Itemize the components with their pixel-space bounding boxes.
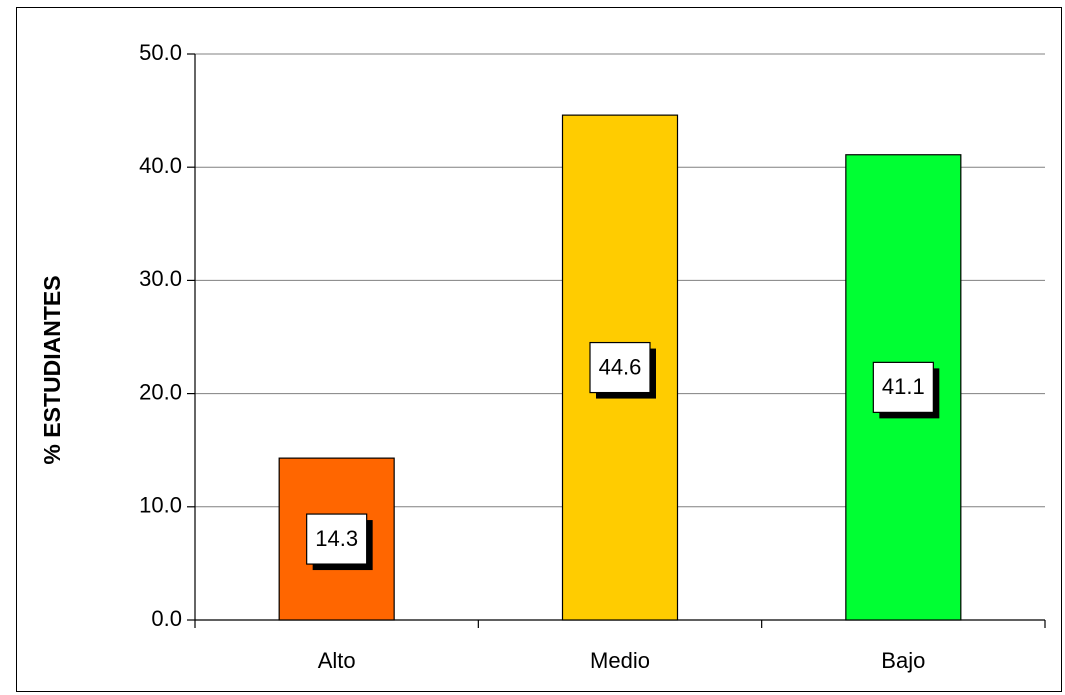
y-tick-label: 50.0 xyxy=(139,40,182,65)
y-tick-label: 40.0 xyxy=(139,153,182,178)
data-label-box xyxy=(589,341,651,394)
y-tick-label: 30.0 xyxy=(139,266,182,291)
y-tick-label: 0.0 xyxy=(151,606,182,631)
data-label: 41.1 xyxy=(882,374,925,399)
x-axis: Alto Medio Bajo xyxy=(194,619,1046,673)
data-label: 14.3 xyxy=(315,526,358,551)
x-tick-label: Bajo xyxy=(881,648,925,673)
y-tick-label: 10.0 xyxy=(139,493,182,518)
data-labels: 14.3 44.6 41.1 xyxy=(306,341,940,571)
y-axis-title: % ESTUDIANTES xyxy=(39,275,65,464)
data-label-box xyxy=(306,513,368,565)
data-label: 44.6 xyxy=(599,354,642,379)
y-tick-label: 20.0 xyxy=(139,379,182,404)
x-tick-label: Alto xyxy=(318,648,356,673)
y-axis: 0.0 10.0 20.0 30.0 40.0 50.0 xyxy=(139,40,196,631)
data-label-box xyxy=(872,361,934,413)
x-tick-label: Medio xyxy=(590,648,650,673)
